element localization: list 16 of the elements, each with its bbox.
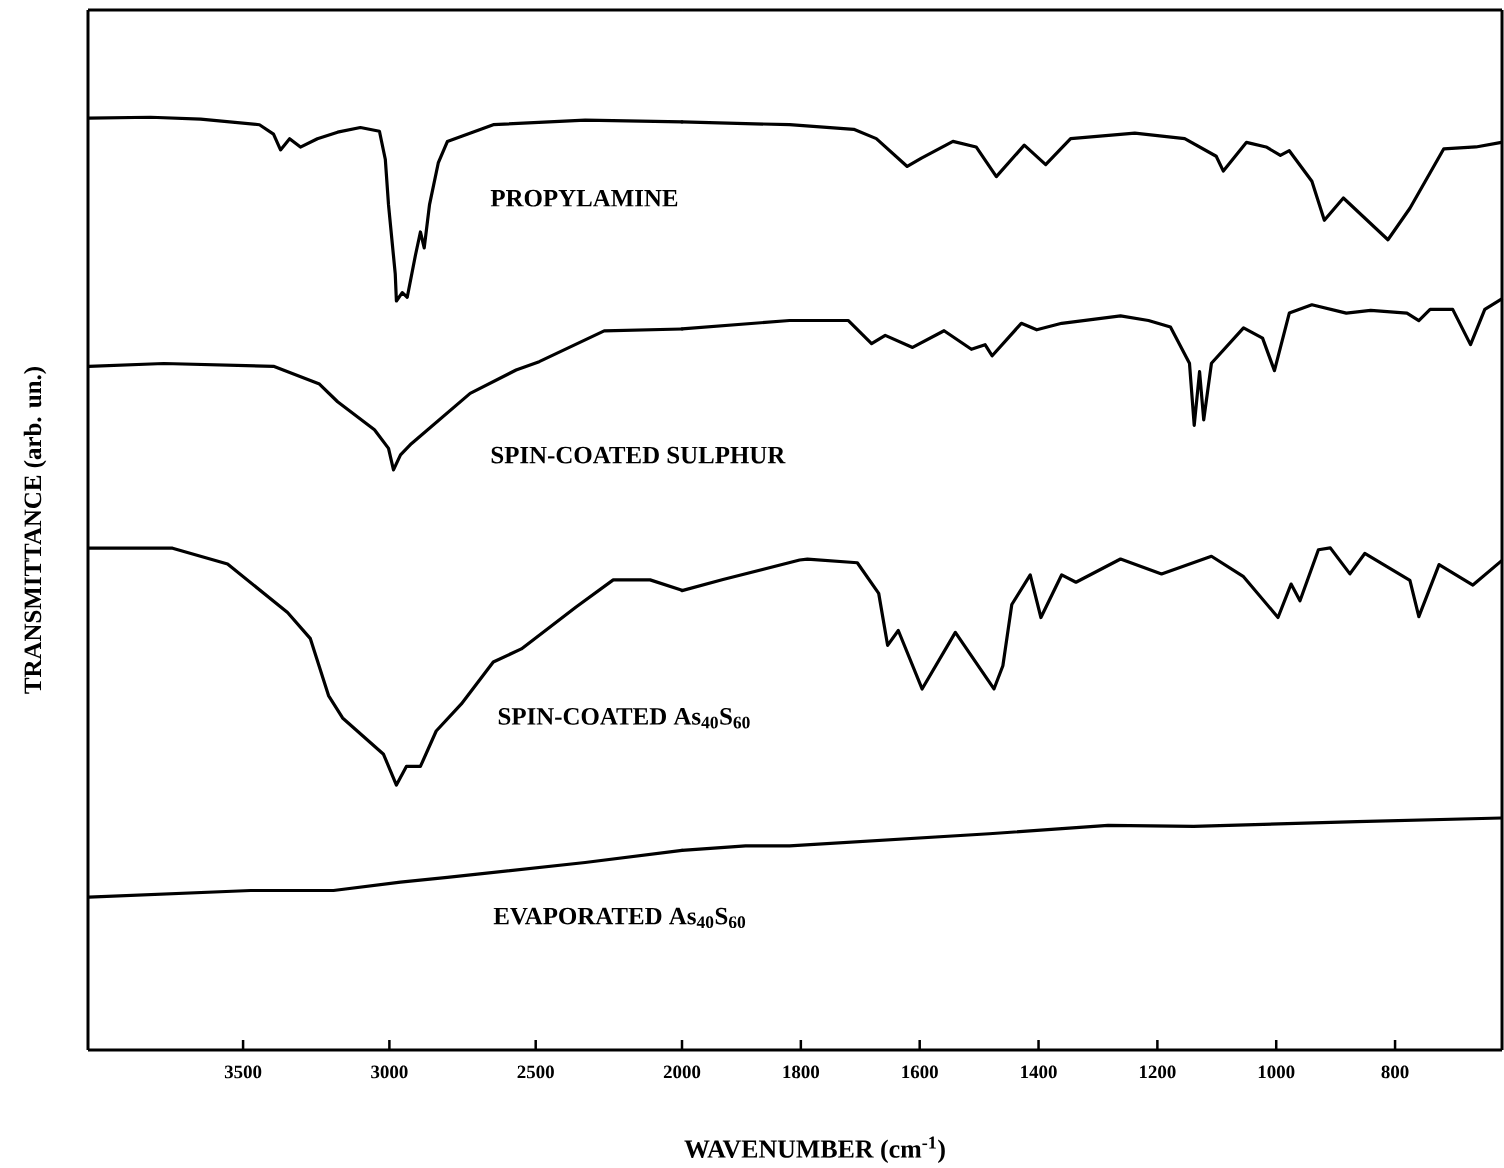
x-axis-title: WAVENUMBER (cm$^{-1}$) xyxy=(684,1136,945,1164)
text: PROPYLAMINE xyxy=(490,189,678,207)
x-tick-label: 1600 xyxy=(902,1065,938,1079)
x-tick-label: 1000 xyxy=(1258,1065,1295,1079)
x-tick-label: 3000 xyxy=(371,1065,408,1079)
y-axis-title: TRANSMITTANCE (arb. un.) xyxy=(23,367,47,694)
x-tick-label: 3500 xyxy=(224,1065,262,1079)
x-tick-label: 1400 xyxy=(1021,1065,1057,1079)
series-label: EVAPORATED As$_{40}$S$_{60}$ xyxy=(493,907,746,929)
x-tick-label: 2500 xyxy=(517,1065,554,1079)
x-tick-label: 2000 xyxy=(663,1065,701,1079)
text: SPIN-COATED SULPHUR xyxy=(491,446,786,464)
x-tick-label: 1200 xyxy=(1139,1065,1176,1079)
x-tick-label: 800 xyxy=(1381,1065,1409,1079)
x-tick-label: 1800 xyxy=(783,1065,820,1079)
series-label: SPIN-COATED As$_{40}$S$_{60}$ xyxy=(498,708,750,729)
